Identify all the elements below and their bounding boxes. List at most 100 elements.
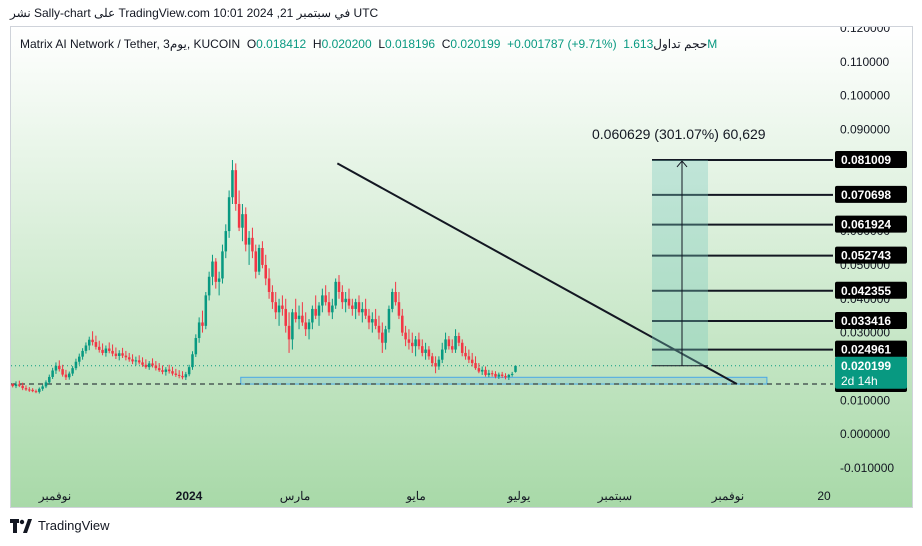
candle-body <box>480 369 484 372</box>
price-chart[interactable]: 0.060629 (301.07%) 60,629 0.120000 0.1100… <box>11 27 912 507</box>
high-value: 0.020200 <box>321 37 372 51</box>
price-level-tag-bg <box>835 281 907 299</box>
price-level-tag-text: 0.061924 <box>841 218 891 232</box>
candle-body <box>251 237 254 252</box>
price-level-tag-text: 0.070698 <box>841 188 891 202</box>
candle-body <box>44 382 48 387</box>
candle-body <box>104 348 108 353</box>
price-level-tag-bg <box>835 185 907 203</box>
candle-body <box>454 336 457 350</box>
candle-body <box>61 369 64 375</box>
high-label: H <box>312 37 322 51</box>
candle-body <box>127 357 131 360</box>
candle-body <box>151 363 154 366</box>
price-level-tag-bg <box>835 150 907 168</box>
candle-body <box>54 365 58 371</box>
candle-body <box>394 292 397 303</box>
candle-body <box>397 302 401 316</box>
y-axis-tick-label: 0.090000 <box>840 123 890 137</box>
open-value: 0.018412 <box>256 37 307 51</box>
candle-body <box>490 373 494 375</box>
candle-body <box>201 322 204 326</box>
candle-body <box>317 305 321 316</box>
candle-body <box>124 355 128 358</box>
candle-body <box>304 322 307 330</box>
candle-body <box>164 369 168 372</box>
candle-body <box>41 386 44 389</box>
candle-body <box>364 308 367 316</box>
price-level-tag-text: 0.081009 <box>841 153 891 167</box>
x-axis-tick-label: 2024 <box>176 489 203 503</box>
candle-body <box>147 363 151 368</box>
candle-body <box>351 305 354 309</box>
candle-body <box>354 302 357 309</box>
candle-body <box>68 373 71 378</box>
candle-body <box>311 308 314 323</box>
candle-body <box>500 374 504 376</box>
chart-frame[interactable]: 0.060629 (301.07%) 60,629 0.120000 0.1100… <box>10 26 913 508</box>
candle-body <box>84 345 88 351</box>
candle-body <box>244 214 248 245</box>
current-price-tag-text: 0.020199 <box>841 359 891 373</box>
candle-body <box>337 281 341 292</box>
candle-body <box>181 375 184 378</box>
candle-body <box>114 353 118 356</box>
candle-body <box>107 348 111 351</box>
candle-body <box>484 369 487 375</box>
measure-box[interactable] <box>652 159 708 366</box>
symbol-legend: Matrix AI Network / Tether, 3يوم, KUCOIN… <box>20 37 717 51</box>
candle-body <box>281 305 284 309</box>
candle-body <box>14 384 18 387</box>
candle-body <box>460 342 464 353</box>
candle-body <box>141 362 144 365</box>
y-axis-tick-label: 0.000000 <box>840 427 890 441</box>
candle-body <box>361 308 364 313</box>
descending-trendline[interactable] <box>336 162 738 385</box>
candle-body <box>401 315 404 333</box>
price-level-tag-text: 0.042355 <box>841 284 891 298</box>
price-level-tag-bg <box>835 215 907 233</box>
candle-body <box>111 350 114 354</box>
candle-body <box>51 370 54 377</box>
candle-body <box>78 356 81 362</box>
candle-body <box>34 391 38 393</box>
candle-body <box>38 388 41 392</box>
candle-body <box>214 261 218 282</box>
candle-body <box>507 374 511 378</box>
x-axis-tick-label: نوفمبر <box>711 489 744 503</box>
candle-body <box>494 373 497 377</box>
candle-body <box>227 197 231 232</box>
candle-body <box>437 359 441 367</box>
symbol-title: Matrix AI Network / Tether, 3يوم, KUCOIN <box>20 37 241 51</box>
tradingview-footer[interactable]: TradingView <box>10 518 110 533</box>
candle-body <box>411 342 414 347</box>
candle-body <box>137 360 141 363</box>
candle-body <box>391 292 394 309</box>
candle-body <box>11 384 14 387</box>
candle-body <box>324 295 327 303</box>
change-value: +0.001787 (+9.71%) <box>507 37 617 51</box>
candle-body <box>234 170 238 204</box>
candle-body <box>167 369 171 372</box>
candle-body <box>247 237 251 245</box>
candle-body <box>197 322 201 339</box>
candle-body <box>81 350 84 357</box>
price-level-tag-bg <box>835 340 907 358</box>
candle-body <box>274 302 277 313</box>
candle-body <box>497 374 501 377</box>
candle-body <box>487 373 491 375</box>
candle-body <box>117 353 121 356</box>
price-level-tag-text: 0.024961 <box>841 343 891 357</box>
x-axis-tick-label: مارس <box>280 489 311 503</box>
candle-body <box>211 261 214 277</box>
volume-value: 1.613M <box>623 37 718 51</box>
candle-body <box>434 363 437 367</box>
candle-body <box>347 298 351 306</box>
candle-body <box>31 389 34 392</box>
candle-body <box>467 356 471 360</box>
measure-label: 0.060629 (301.07%) 60,629 <box>592 126 766 142</box>
candle-body <box>341 292 344 303</box>
candle-body <box>74 361 78 369</box>
y-axis-tick-label: 0.100000 <box>840 89 890 103</box>
support-zone[interactable] <box>240 376 768 385</box>
